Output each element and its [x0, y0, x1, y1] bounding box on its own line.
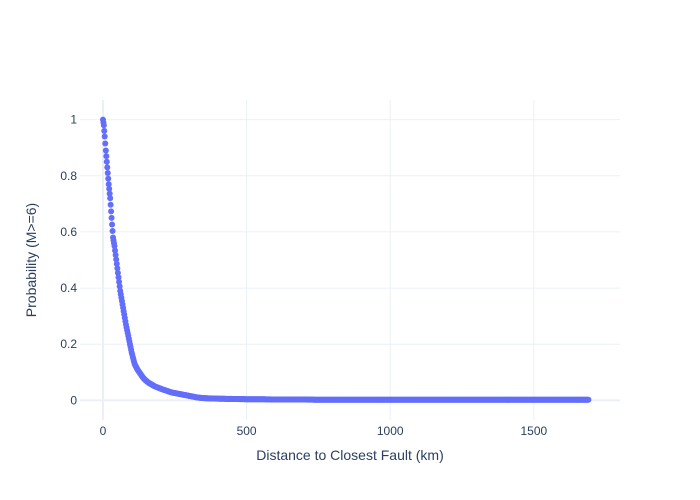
data-point: [114, 265, 121, 272]
y-axis-title: Probability (M>=6): [23, 203, 39, 317]
y-axis-ticks: 0 0.2 0.4 0.6 0.8 1: [60, 113, 77, 408]
data-point: [111, 242, 118, 249]
gridlines: [80, 100, 620, 420]
data-point: [101, 133, 108, 140]
data-point: [116, 278, 123, 285]
data-point: [101, 127, 108, 134]
data-point: [108, 214, 115, 221]
x-tick-label: 1500: [520, 424, 547, 438]
data-point: [115, 274, 122, 281]
data-point: [107, 201, 114, 208]
y-tick-label: 1: [70, 113, 77, 127]
data-point: [585, 396, 592, 403]
x-axis-ticks: 0 500 1000 1500: [100, 424, 548, 438]
data-point: [107, 195, 114, 202]
data-point: [100, 122, 107, 129]
data-point: [116, 283, 123, 290]
data-point: [113, 260, 120, 267]
y-tick-label: 0.8: [60, 169, 77, 183]
data-point: [104, 164, 111, 171]
data-point: [105, 181, 112, 188]
data-point: [109, 227, 116, 234]
data-point: [105, 175, 112, 182]
data-point: [112, 247, 119, 254]
data-point: [103, 158, 110, 165]
y-tick-label: 0: [70, 393, 77, 407]
x-tick-label: 0: [100, 424, 107, 438]
data-point: [104, 169, 111, 176]
data-point: [103, 153, 110, 160]
data-point: [106, 185, 113, 192]
y-tick-label: 0.2: [60, 337, 77, 351]
data-point: [114, 269, 121, 276]
y-tick-label: 0.6: [60, 225, 77, 239]
data-point: [102, 147, 109, 154]
data-point: [108, 208, 115, 215]
x-tick-label: 1000: [377, 424, 404, 438]
data-point: [106, 190, 113, 197]
data-point: [112, 251, 119, 258]
data-point: [113, 256, 120, 263]
data-point: [109, 221, 116, 228]
data-point: [102, 140, 109, 147]
y-tick-label: 0.4: [60, 281, 77, 295]
data-points: [99, 116, 592, 403]
x-axis-title: Distance to Closest Fault (km): [256, 447, 444, 463]
x-tick-label: 500: [237, 424, 257, 438]
